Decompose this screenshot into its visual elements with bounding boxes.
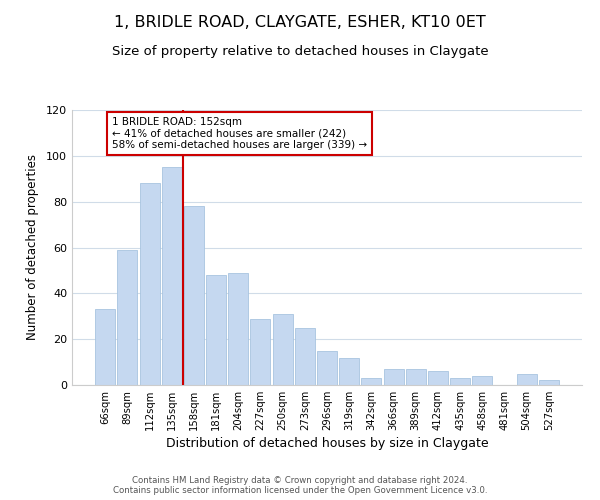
Bar (539, 380, 559, 385)
Bar (339, 358, 359, 385)
Bar (206, 275, 226, 385)
Bar (317, 350, 337, 385)
Bar (228, 272, 248, 385)
Bar (472, 376, 492, 385)
Bar (162, 168, 182, 385)
Bar (406, 369, 426, 385)
Text: Size of property relative to detached houses in Claygate: Size of property relative to detached ho… (112, 45, 488, 58)
Bar (428, 371, 448, 385)
Y-axis label: Number of detached properties: Number of detached properties (26, 154, 39, 340)
X-axis label: Distribution of detached houses by size in Claygate: Distribution of detached houses by size … (166, 437, 488, 450)
Bar (272, 314, 293, 385)
Bar (450, 378, 470, 385)
Text: 1, BRIDLE ROAD, CLAYGATE, ESHER, KT10 0ET: 1, BRIDLE ROAD, CLAYGATE, ESHER, KT10 0E… (114, 15, 486, 30)
Text: 1 BRIDLE ROAD: 152sqm
← 41% of detached houses are smaller (242)
58% of semi-det: 1 BRIDLE ROAD: 152sqm ← 41% of detached … (112, 117, 367, 150)
Bar (118, 250, 137, 385)
Bar (184, 206, 204, 385)
Bar (517, 374, 536, 385)
Bar (295, 328, 315, 385)
Bar (95, 310, 115, 385)
Bar (361, 378, 382, 385)
Bar (383, 369, 404, 385)
Text: Contains HM Land Registry data © Crown copyright and database right 2024.
Contai: Contains HM Land Registry data © Crown c… (113, 476, 487, 495)
Bar (250, 318, 271, 385)
Bar (140, 184, 160, 385)
